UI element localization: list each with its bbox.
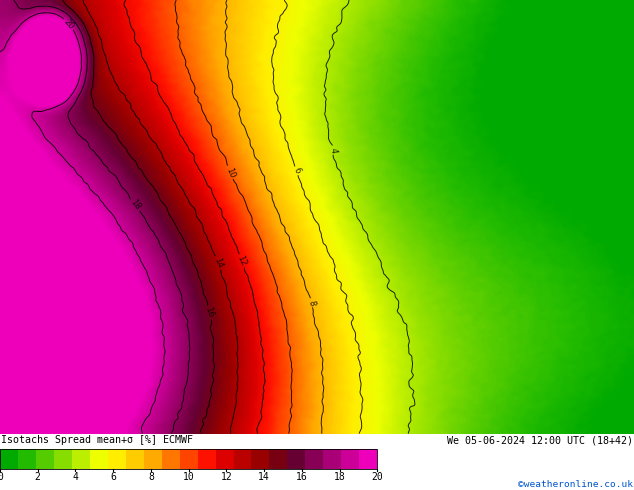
Text: 18: 18 <box>129 198 142 212</box>
Text: 8: 8 <box>306 299 316 306</box>
Text: 16: 16 <box>296 472 307 482</box>
Bar <box>54 449 72 468</box>
Text: 20: 20 <box>62 17 75 31</box>
Text: 14: 14 <box>212 256 224 270</box>
Text: 6: 6 <box>291 167 302 175</box>
Text: 10: 10 <box>224 166 236 179</box>
Bar <box>72 449 90 468</box>
Bar <box>359 449 377 468</box>
Text: 12: 12 <box>236 254 248 268</box>
Bar <box>0 449 377 468</box>
Bar <box>287 449 306 468</box>
Text: Isotachs Spread mean+σ [%] ECMWF: Isotachs Spread mean+σ [%] ECMWF <box>1 435 193 445</box>
Text: 10: 10 <box>183 472 195 482</box>
Text: 20: 20 <box>372 472 383 482</box>
Bar <box>0 449 18 468</box>
Text: We 05-06-2024 12:00 UTC (18+42): We 05-06-2024 12:00 UTC (18+42) <box>448 435 633 445</box>
Text: 12: 12 <box>221 472 232 482</box>
Bar <box>144 449 162 468</box>
Bar <box>126 449 144 468</box>
Bar <box>36 449 54 468</box>
Bar <box>269 449 287 468</box>
Bar <box>198 449 216 468</box>
Bar <box>108 449 126 468</box>
Bar <box>341 449 359 468</box>
Text: 8: 8 <box>148 472 154 482</box>
Bar <box>216 449 233 468</box>
Bar <box>252 449 269 468</box>
Bar <box>306 449 323 468</box>
Bar <box>162 449 179 468</box>
Text: 16: 16 <box>204 306 216 319</box>
Text: 4: 4 <box>72 472 79 482</box>
Bar <box>233 449 252 468</box>
Bar <box>18 449 36 468</box>
Text: 0: 0 <box>0 472 3 482</box>
Text: 4: 4 <box>328 147 338 153</box>
Bar <box>90 449 108 468</box>
Text: 2: 2 <box>35 472 41 482</box>
Text: 18: 18 <box>333 472 346 482</box>
Bar <box>323 449 341 468</box>
Bar <box>179 449 198 468</box>
Text: ©weatheronline.co.uk: ©weatheronline.co.uk <box>519 480 633 489</box>
Text: 6: 6 <box>110 472 116 482</box>
Text: 14: 14 <box>258 472 270 482</box>
